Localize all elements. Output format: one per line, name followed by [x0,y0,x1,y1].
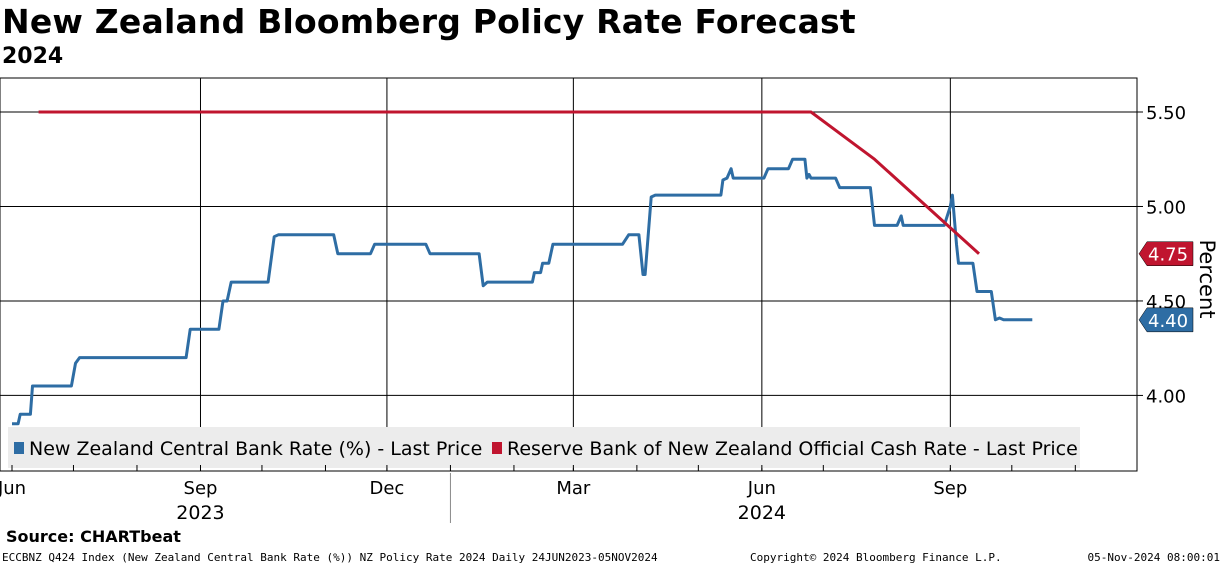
chart-title: New Zealand Bloomberg Policy Rate Foreca… [2,2,856,41]
horizontal-gridlines [0,111,1137,396]
chart-subtitle: 2024 [2,44,64,69]
footer-copyright: Copyright© 2024 Bloomberg Finance L.P. [750,551,1002,564]
x-tick-label-4: Jun [747,478,776,499]
vertical-gridlines [199,78,951,471]
legend-swatch-official-cash-rate [492,442,502,454]
legend: New Zealand Central Bank Rate (%) - Last… [8,427,1080,468]
x-tick-label-2: Dec [370,478,405,499]
x-tick-label-0: Jun [0,478,26,499]
x-tick-label-3: Mar [556,478,591,499]
badge-central-bank-rate-shape [1138,307,1194,333]
source-note: Source: CHARTbeat [6,527,181,546]
x-axis-ticks: Jun Sep Dec Mar Jun Sep [0,465,1076,499]
plot-frame [0,77,1138,472]
footer-timestamp: 05-Nov-2024 08:00:01 [1087,551,1220,564]
y-tick-label-4.00: 4.00 [1146,386,1186,407]
badge-official-cash-rate-shape [1138,241,1194,266]
legend-background [8,427,1080,468]
legend-label-central-bank-rate: New Zealand Central Bank Rate (%) - Last… [29,438,482,460]
central-bank-rate-line [12,157,1033,426]
x-axis-year-labels: 2023 2024 [176,502,786,524]
y-tick-label-5.50: 5.50 [1146,103,1186,124]
last-value-badges: 4.40 4.75 [1138,241,1194,333]
y-axis-title: Percent [1195,239,1219,318]
x-tick-label-5: Sep [933,478,967,499]
official-cash-rate-line [38,110,981,255]
badge-central-bank-rate-label: 4.40 [1148,311,1188,332]
badge-official-cash-rate-label: 4.75 [1148,245,1188,266]
legend-swatch-central-bank-rate [14,442,24,454]
legend-label-official-cash-rate: Reserve Bank of New Zealand Official Cas… [507,438,1078,460]
x-tick-label-1: Sep [184,478,218,499]
series-lines [12,110,1033,426]
y-tick-label-5.00: 5.00 [1146,197,1186,218]
year-label-2023: 2023 [176,502,224,524]
footer-description: ECCBNZ Q424 Index (New Zealand Central B… [2,551,658,564]
year-label-2024: 2024 [738,502,786,524]
